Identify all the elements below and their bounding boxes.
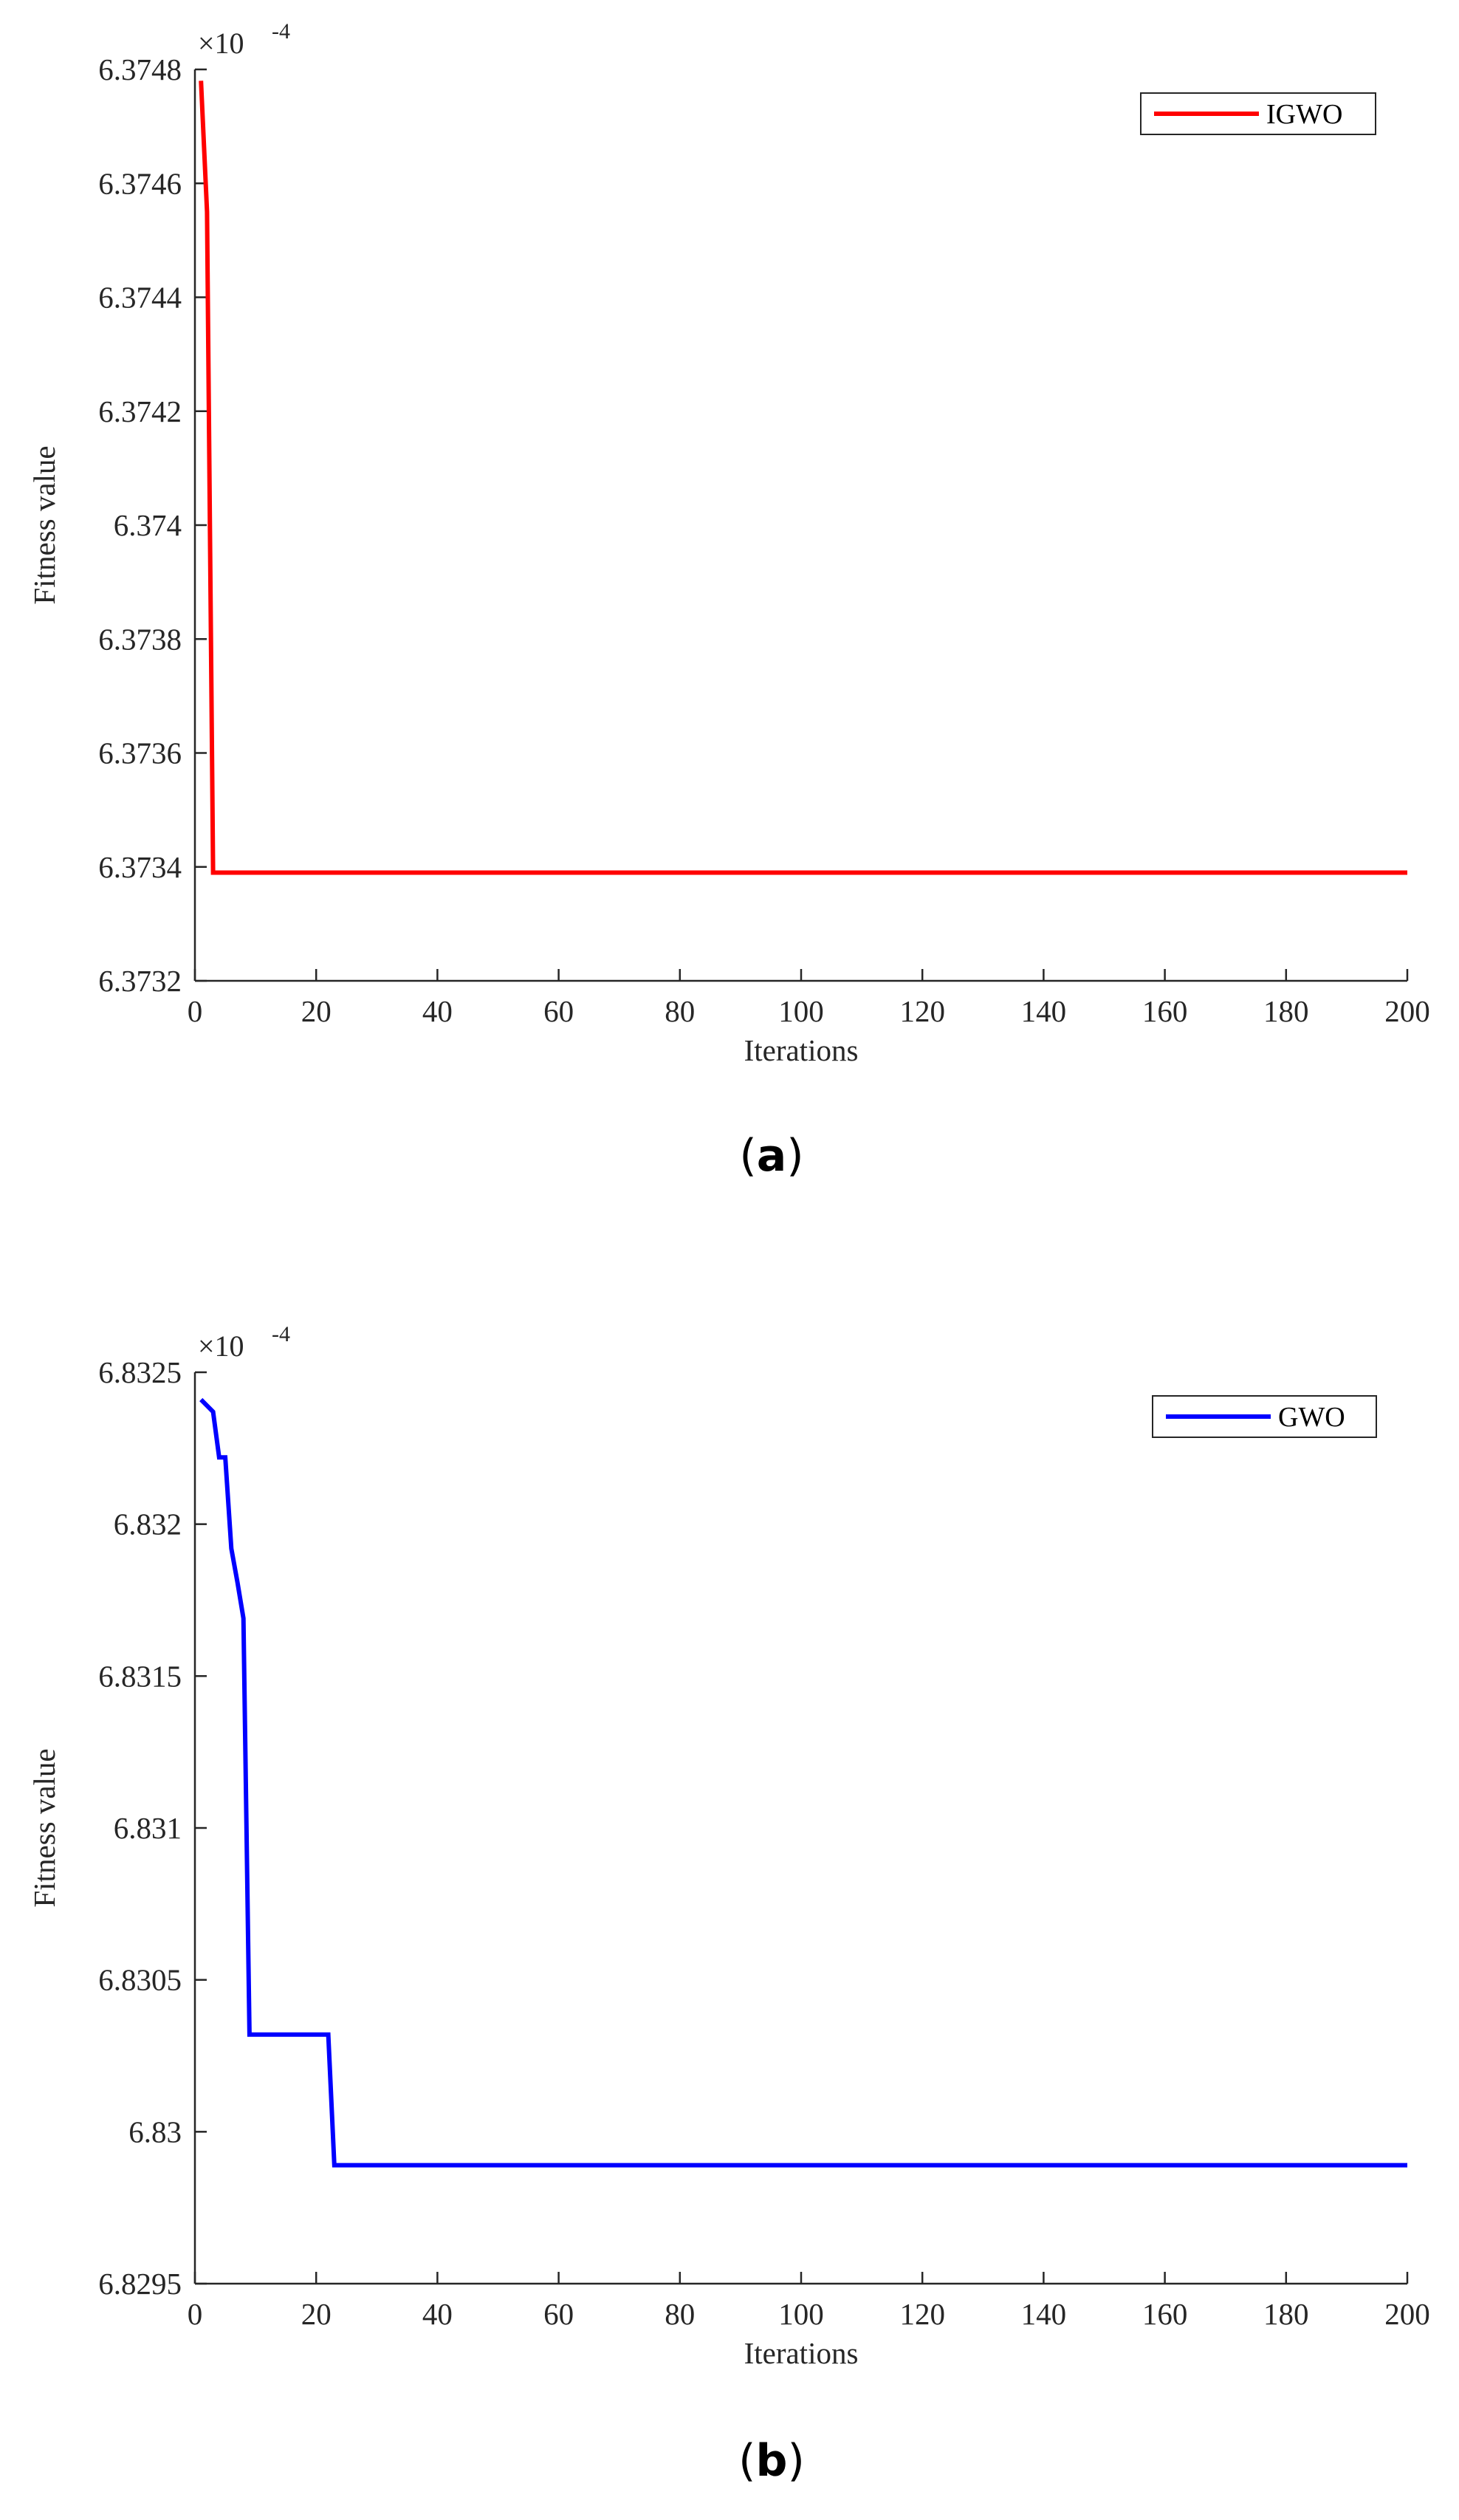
x-tick-label: 140 xyxy=(1021,994,1067,1028)
x-tick-label: 20 xyxy=(301,994,332,1028)
x-tick-label: 120 xyxy=(899,2297,945,2331)
x-tick-label: 80 xyxy=(665,994,695,1028)
y-axis-label: Fitness value xyxy=(27,445,61,604)
x-tick-label: 40 xyxy=(422,994,453,1028)
y-tick-label: 6.3746 xyxy=(98,166,182,200)
x-tick-label: 200 xyxy=(1384,2297,1430,2331)
y-tick-label: 6.3742 xyxy=(98,394,182,428)
legend: IGWO xyxy=(1140,92,1376,135)
x-tick-label: 0 xyxy=(188,994,203,1028)
legend-entry: GWO xyxy=(1278,1402,1345,1433)
x-tick-label: 0 xyxy=(188,2297,203,2331)
x-tick-label: 160 xyxy=(1142,994,1188,1028)
legend-entry: IGWO xyxy=(1266,99,1342,130)
y-tick-label: 6.8315 xyxy=(98,1659,182,1693)
series-line-igwo xyxy=(199,81,1407,875)
y-tick-label: 6.83 xyxy=(128,2115,182,2148)
chart-b: 0 20 40 60 80 100 120 140 160 180 200 6.8295 6.83 6.8… xyxy=(27,1322,1430,2487)
x-tick-label: 60 xyxy=(543,2297,574,2331)
y-exponent-power: -4 xyxy=(272,19,290,44)
panel-caption: (b) xyxy=(738,2435,805,2487)
x-axis-label: Iterations xyxy=(744,2336,859,2370)
x-tick-label: 180 xyxy=(1263,2297,1309,2331)
x-tick-label: 120 xyxy=(899,994,945,1028)
series-line-gwo xyxy=(199,1397,1407,2168)
y-tick-label: 6.3744 xyxy=(98,281,182,315)
chart-a: 0 20 40 60 80 100 120 140 160 180 200 6.3732 6.3734 6… xyxy=(27,19,1430,1182)
y-axis-label: Fitness value xyxy=(27,1748,61,1907)
x-tick-label: 160 xyxy=(1142,2297,1188,2331)
x-tick-label: 140 xyxy=(1021,2297,1067,2331)
x-tick-label: 100 xyxy=(778,2297,824,2331)
x-tick-label: 80 xyxy=(665,2297,695,2331)
y-exponent-label: ×10 xyxy=(198,27,244,60)
y-tick-label: 6.3738 xyxy=(98,622,182,656)
y-tick-label: 6.3736 xyxy=(98,736,182,770)
x-tick-label: 200 xyxy=(1384,994,1430,1028)
x-tick-label: 40 xyxy=(422,2297,453,2331)
y-tick-label: 6.3734 xyxy=(98,850,182,884)
y-tick-label: 6.374 xyxy=(114,508,182,542)
x-tick-label: 100 xyxy=(778,994,824,1028)
y-exponent-power: -4 xyxy=(272,1322,290,1346)
y-exponent-label: ×10 xyxy=(198,1329,244,1363)
x-tick-label: 60 xyxy=(543,994,574,1028)
x-tick-label: 180 xyxy=(1263,994,1309,1028)
y-tick-label: 6.832 xyxy=(114,1507,182,1541)
y-tick-label: 6.831 xyxy=(114,1811,182,1845)
x-tick-label: 20 xyxy=(301,2297,332,2331)
x-axis-label: Iterations xyxy=(744,1033,859,1067)
legend: GWO xyxy=(1152,1395,1377,1438)
y-tick-label: 6.3732 xyxy=(98,964,182,998)
y-tick-label: 6.8325 xyxy=(98,1355,182,1389)
y-tick-label: 6.3748 xyxy=(98,52,182,86)
y-tick-label: 6.8305 xyxy=(98,1963,182,1997)
panel-caption: (a) xyxy=(739,1130,803,1182)
y-tick-label: 6.8295 xyxy=(98,2267,182,2301)
